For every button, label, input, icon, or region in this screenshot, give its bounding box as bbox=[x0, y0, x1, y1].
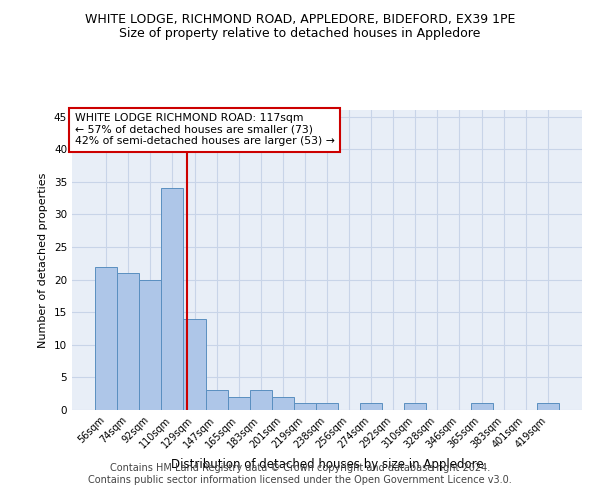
Bar bbox=[294, 404, 316, 410]
Bar bbox=[139, 280, 161, 410]
Text: Size of property relative to detached houses in Appledore: Size of property relative to detached ho… bbox=[119, 28, 481, 40]
X-axis label: Distribution of detached houses by size in Appledore: Distribution of detached houses by size … bbox=[170, 458, 484, 471]
Bar bbox=[206, 390, 227, 410]
Bar bbox=[95, 266, 117, 410]
Text: WHITE LODGE RICHMOND ROAD: 117sqm
← 57% of detached houses are smaller (73)
42% : WHITE LODGE RICHMOND ROAD: 117sqm ← 57% … bbox=[74, 113, 334, 146]
Y-axis label: Number of detached properties: Number of detached properties bbox=[38, 172, 49, 348]
Bar bbox=[184, 318, 206, 410]
Bar bbox=[272, 397, 294, 410]
Bar bbox=[316, 404, 338, 410]
Bar bbox=[404, 404, 427, 410]
Text: Contains HM Land Registry data © Crown copyright and database right 2024.
Contai: Contains HM Land Registry data © Crown c… bbox=[88, 464, 512, 485]
Bar bbox=[227, 397, 250, 410]
Bar bbox=[537, 404, 559, 410]
Bar bbox=[250, 390, 272, 410]
Bar bbox=[161, 188, 184, 410]
Bar bbox=[470, 404, 493, 410]
Bar bbox=[117, 273, 139, 410]
Bar bbox=[360, 404, 382, 410]
Text: WHITE LODGE, RICHMOND ROAD, APPLEDORE, BIDEFORD, EX39 1PE: WHITE LODGE, RICHMOND ROAD, APPLEDORE, B… bbox=[85, 12, 515, 26]
